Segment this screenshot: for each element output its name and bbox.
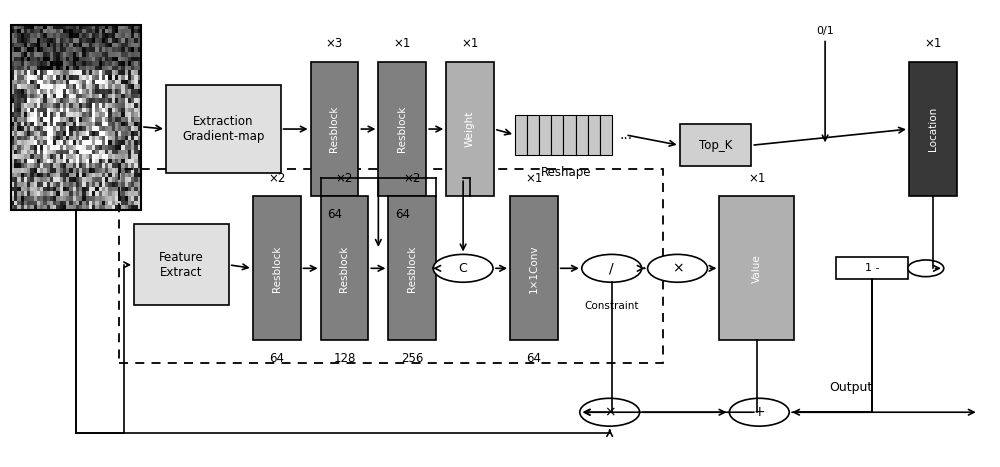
Text: 0/1: 0/1 — [816, 26, 834, 36]
FancyBboxPatch shape — [719, 196, 794, 340]
Text: 64: 64 — [526, 352, 541, 365]
FancyBboxPatch shape — [588, 115, 600, 155]
Text: Location: Location — [928, 107, 938, 151]
FancyBboxPatch shape — [539, 115, 551, 155]
FancyBboxPatch shape — [510, 196, 558, 340]
Text: 64: 64 — [269, 352, 284, 365]
FancyBboxPatch shape — [166, 85, 281, 173]
Text: ×1: ×1 — [924, 37, 941, 50]
Circle shape — [729, 398, 789, 426]
Text: 64: 64 — [327, 208, 342, 221]
Text: ×1: ×1 — [394, 37, 411, 50]
Text: C: C — [459, 262, 467, 275]
Text: ...: ... — [620, 128, 633, 142]
FancyBboxPatch shape — [909, 62, 957, 196]
FancyBboxPatch shape — [600, 115, 612, 155]
Text: Resblock: Resblock — [339, 245, 349, 291]
Text: 1×1Conv: 1×1Conv — [529, 244, 539, 292]
Text: Resblock: Resblock — [272, 245, 282, 291]
FancyBboxPatch shape — [320, 196, 368, 340]
FancyBboxPatch shape — [378, 62, 426, 196]
FancyBboxPatch shape — [576, 115, 588, 155]
Circle shape — [908, 260, 944, 276]
FancyBboxPatch shape — [527, 115, 539, 155]
FancyBboxPatch shape — [253, 196, 301, 340]
FancyBboxPatch shape — [446, 62, 494, 196]
Text: ×3: ×3 — [326, 37, 343, 50]
Text: 64: 64 — [395, 208, 410, 221]
FancyBboxPatch shape — [680, 124, 751, 166]
FancyBboxPatch shape — [515, 115, 527, 155]
Text: ×2: ×2 — [404, 172, 421, 185]
FancyBboxPatch shape — [563, 115, 576, 155]
FancyBboxPatch shape — [551, 115, 563, 155]
Circle shape — [648, 255, 707, 282]
Text: 1 -: 1 - — [865, 263, 879, 273]
FancyBboxPatch shape — [311, 62, 358, 196]
FancyBboxPatch shape — [134, 224, 229, 305]
Text: Reshape: Reshape — [541, 166, 591, 179]
FancyBboxPatch shape — [388, 196, 436, 340]
Text: ×: × — [604, 405, 616, 419]
Text: ×: × — [672, 262, 683, 276]
Text: ×2: ×2 — [336, 172, 353, 185]
Text: ×2: ×2 — [268, 172, 285, 185]
Text: Resblock: Resblock — [329, 106, 339, 152]
FancyBboxPatch shape — [836, 257, 908, 279]
Text: Weight: Weight — [465, 111, 475, 147]
Text: ×1: ×1 — [748, 172, 765, 185]
Text: /: / — [609, 262, 614, 276]
Text: Constraint: Constraint — [584, 301, 639, 311]
Circle shape — [433, 255, 493, 282]
Text: Value: Value — [752, 254, 762, 283]
Text: 128: 128 — [333, 352, 356, 365]
Text: Resblock: Resblock — [397, 106, 407, 152]
Text: ×1: ×1 — [525, 172, 543, 185]
Circle shape — [580, 398, 640, 426]
Text: Output: Output — [829, 381, 872, 394]
Text: 256: 256 — [401, 352, 423, 365]
Text: Top_K: Top_K — [699, 139, 732, 152]
Text: Extraction
Gradient-map: Extraction Gradient-map — [182, 115, 264, 143]
Text: Resblock: Resblock — [407, 245, 417, 291]
Text: +: + — [753, 405, 765, 419]
Text: Feature
Extract: Feature Extract — [159, 251, 204, 279]
Circle shape — [582, 255, 642, 282]
Text: ×1: ×1 — [461, 37, 479, 50]
